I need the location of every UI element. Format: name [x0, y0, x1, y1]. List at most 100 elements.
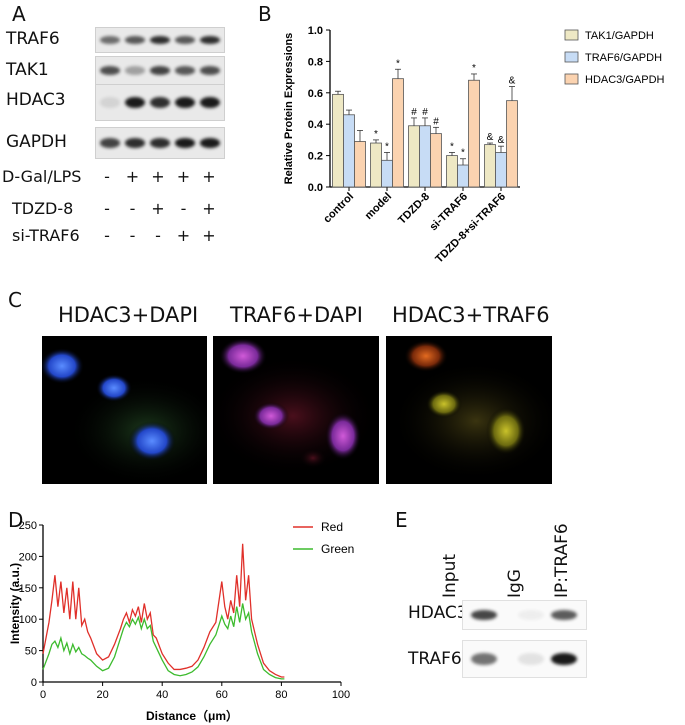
- ip-blot-band: [518, 652, 544, 666]
- blot-band: [100, 66, 120, 75]
- significance-mark: &: [487, 132, 494, 143]
- significance-mark: #: [433, 116, 439, 127]
- blot-tak1: [95, 56, 225, 85]
- micrograph-hdac3-traf6-merge: [386, 336, 552, 484]
- y-tick-label: 100: [19, 614, 37, 626]
- blot-band: [200, 66, 220, 75]
- significance-mark: *: [472, 63, 476, 74]
- blot-band: [150, 96, 170, 109]
- legend-swatch: [564, 51, 579, 63]
- series-line-green: [42, 603, 285, 680]
- ip-blot-label-traf6: TRAF6: [408, 649, 462, 669]
- blot-label-tak1: TAK1: [6, 60, 49, 80]
- blot-hdac3: [95, 84, 225, 121]
- lane-label-igg-wrap: IgG: [505, 560, 547, 598]
- blot-band: [100, 138, 120, 148]
- treatment-sign: -: [104, 167, 110, 186]
- y-tick-label: 0.2: [308, 151, 323, 163]
- ip-blot-band: [518, 610, 544, 620]
- intensity-line-profile-chart: 0 50 100 150 200 250 0 20 40 60 80 100 Distance（μm） I…: [10, 520, 354, 723]
- micro-title-hdac3-dapi: HDAC3+DAPI: [58, 303, 199, 327]
- ip-blot-band: [471, 610, 497, 620]
- legend-label: TRAF6/GAPDH: [585, 52, 662, 64]
- micro-title-hdac3-traf6: HDAC3+TRAF6: [392, 303, 550, 327]
- x-tick-label: model: [363, 191, 394, 222]
- blot-band: [150, 36, 170, 44]
- series-line-red: [42, 543, 285, 678]
- lane-label-input: Input: [440, 553, 460, 598]
- x-axis-label: Distance（μm）: [146, 708, 238, 723]
- blot-band: [150, 66, 170, 75]
- legend-label: HDAC3/GAPDH: [585, 74, 665, 86]
- treatment-sign: +: [202, 226, 216, 245]
- legend-label: Green: [321, 542, 354, 556]
- treatment-sign: +: [151, 199, 165, 218]
- x-tick-label: 0: [40, 689, 46, 701]
- x-tick-label: 20: [96, 689, 108, 701]
- bar: [506, 100, 518, 188]
- bar: [495, 152, 507, 188]
- blot-band: [125, 96, 145, 109]
- treatment-sign: -: [104, 226, 110, 245]
- bar: [392, 78, 404, 188]
- blot-band: [125, 138, 145, 148]
- treatment-sign: +: [125, 167, 140, 186]
- significance-mark: #: [411, 107, 417, 118]
- ip-blot-band: [551, 610, 577, 620]
- treatment-sign: +: [176, 226, 191, 245]
- blot-band: [175, 66, 195, 75]
- micrograph-traf6-dapi: [213, 336, 379, 484]
- treatment-sign: +: [202, 167, 216, 186]
- significance-mark: *: [396, 58, 400, 69]
- y-axis-label: Intensity (a.u.): [10, 563, 22, 644]
- blot-band: [200, 96, 220, 109]
- bar: [419, 125, 431, 188]
- x-tick-label: 100: [332, 689, 350, 701]
- blot-band: [125, 36, 145, 44]
- treatment-sign: -: [180, 199, 187, 218]
- treatment-sign: -: [155, 226, 161, 245]
- blot-band: [175, 138, 195, 148]
- y-axis-label: Relative Protein Expressions: [283, 33, 295, 185]
- x-tick-label: 60: [216, 689, 228, 701]
- x-tick-label: control: [321, 191, 356, 226]
- x-tick-label: TDZD-8+si-TRAF6: [433, 191, 508, 266]
- ip-blot-label-hdac3: HDAC3: [408, 603, 468, 623]
- y-tick-label: 0.4: [308, 119, 324, 131]
- treatment-label-si-traf6: si-TRAF6: [12, 226, 80, 245]
- bar: [408, 125, 420, 188]
- bar: [370, 142, 382, 188]
- blot-label-hdac3: HDAC3: [6, 90, 66, 110]
- blot-band: [175, 36, 195, 44]
- bar: [343, 114, 355, 188]
- blot-label-traf6: TRAF6: [6, 29, 60, 49]
- bar: [430, 133, 442, 188]
- blot-gapdh: [95, 127, 225, 159]
- significance-mark: #: [422, 107, 428, 118]
- treatment-sign: +: [176, 167, 191, 186]
- ip-blot-band: [471, 652, 497, 666]
- blot-band: [175, 96, 195, 109]
- bar: [446, 155, 458, 188]
- y-tick-label: 250: [19, 520, 37, 532]
- bar: [381, 159, 393, 188]
- protein-expression-bar-chart: 0.0 0.2 0.4 0.6 0.8 1.0 Relative Protein Expre…: [283, 25, 665, 266]
- panel-c-letter: C: [8, 288, 22, 312]
- blot-band: [200, 138, 220, 148]
- panel-e-letter: E: [395, 508, 408, 532]
- significance-mark: &: [498, 135, 505, 146]
- significance-mark: *: [385, 141, 389, 152]
- treatment-sign: +: [202, 199, 216, 218]
- bar: [354, 141, 366, 188]
- panel-d-letter: D: [8, 508, 24, 532]
- blot-traf6: [95, 27, 225, 53]
- x-tick-label: 80: [275, 689, 287, 701]
- blot-band: [200, 36, 220, 44]
- significance-mark: &: [509, 76, 516, 87]
- legend-swatch: [564, 29, 579, 41]
- micrograph-hdac3-dapi: [42, 336, 207, 484]
- treatment-sign: -: [129, 199, 136, 218]
- x-tick-label: 40: [156, 689, 168, 701]
- panel-a-letter: A: [12, 2, 26, 26]
- lane-label-ip-traf6: IP:TRAF6: [552, 523, 572, 598]
